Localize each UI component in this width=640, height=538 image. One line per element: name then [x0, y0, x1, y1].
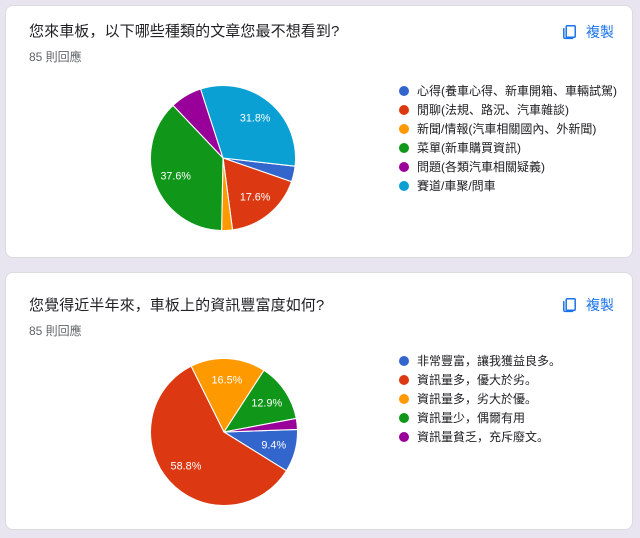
question-title: 您覺得近半年來，車板上的資訊豐富度如何?: [29, 297, 325, 314]
copy-icon: [560, 296, 578, 314]
legend-label: 菜單(新車購買資訊): [417, 141, 521, 155]
chart-legend: 非常豐富，讓我獲益良多。 資訊量多，優大於劣。 資訊量多，劣大於優。 資訊量少，偶爾有…: [399, 351, 561, 446]
chart-legend: 心得(養車心得、新車開箱、車輛試駕) 閒聊(法規、路況、汽車雜談) 新聞/情報(汽車…: [399, 81, 617, 195]
legend-color-dot: [399, 374, 409, 385]
pie-slice[interactable]: [223, 369, 297, 433]
pie-slice-label: 9.4%: [261, 439, 286, 451]
legend-label: 資訊量少，偶爾有用: [417, 411, 526, 425]
copy-button[interactable]: 複製: [556, 20, 618, 44]
pie-chart[interactable]: 9.4% 58.8% 16.5% 12.9%: [149, 357, 299, 507]
pie-chart[interactable]: 17.6% 37.6% 31.8%: [149, 84, 297, 232]
question-card: 您覺得近半年來，車板上的資訊豐富度如何? 85 則回應 複製 9.4% 58.8%…: [5, 272, 633, 530]
legend-item: 資訊量少，偶爾有用: [399, 408, 561, 427]
question-title: 您來車板，以下哪些種類的文章您最不想看到?: [29, 23, 340, 40]
legend-label: 新聞/情報(汽車相關國內、外新聞): [417, 122, 597, 136]
legend-item: 問題(各類汽車相關疑義): [399, 157, 617, 176]
legend-label: 資訊量貧乏，充斥廢文。: [417, 430, 550, 444]
legend-color-dot: [399, 161, 409, 172]
copy-button-label: 複製: [586, 297, 614, 313]
pie-slice[interactable]: [149, 104, 224, 232]
response-count: 85 則回應: [29, 324, 82, 338]
response-count: 85 則回應: [29, 50, 82, 64]
pie-slice-label: 12.9%: [251, 397, 282, 409]
legend-item: 閒聊(法規、路況、汽車雜談): [399, 100, 617, 119]
copy-button[interactable]: 複製: [556, 293, 618, 317]
legend-label: 非常豐富，讓我獲益良多。: [417, 354, 562, 368]
legend-item: 菜單(新車購買資訊): [399, 138, 617, 157]
legend-item: 賽道/車聚/問車: [399, 176, 617, 195]
pie-slice-label: 17.6%: [240, 191, 271, 203]
legend-item: 心得(養車心得、新車開箱、車輛試駕): [399, 81, 617, 100]
pie-slice-label: 16.5%: [211, 375, 242, 387]
pie-slice[interactable]: [149, 365, 288, 507]
legend-item: 資訊量貧乏，充斥廢文。: [399, 427, 561, 446]
pie-slice[interactable]: [223, 417, 299, 433]
legend-item: 非常豐富，讓我獲益良多。: [399, 351, 561, 370]
question-card: 您來車板，以下哪些種類的文章您最不想看到? 85 則回應 複製 17.6% 37.…: [5, 5, 633, 258]
pie-slice-label: 58.8%: [171, 461, 202, 473]
legend-color-dot: [399, 123, 409, 134]
legend-label: 資訊量多，劣大於優。: [417, 392, 538, 406]
legend-item: 資訊量多，劣大於優。: [399, 389, 561, 408]
legend-color-dot: [399, 85, 409, 96]
legend-color-dot: [399, 355, 409, 366]
copy-icon: [560, 23, 578, 41]
legend-color-dot: [399, 431, 409, 442]
legend-color-dot: [399, 142, 409, 153]
legend-label: 心得(養車心得、新車開箱、車輛試駕): [417, 84, 617, 98]
legend-color-dot: [399, 393, 409, 404]
legend-color-dot: [399, 180, 409, 191]
legend-color-dot: [399, 412, 409, 423]
legend-label: 賽道/車聚/問車: [417, 179, 496, 193]
pie-slice-label: 37.6%: [160, 170, 191, 182]
legend-item: 新聞/情報(汽車相關國內、外新聞): [399, 119, 617, 138]
legend-color-dot: [399, 104, 409, 115]
pie-slice-label: 31.8%: [240, 113, 271, 125]
legend-label: 閒聊(法規、路況、汽車雜談): [417, 103, 569, 117]
legend-label: 資訊量多，優大於劣。: [417, 373, 538, 387]
pie-slice[interactable]: [190, 357, 265, 433]
pie-slice[interactable]: [222, 157, 293, 231]
copy-button-label: 複製: [586, 24, 614, 40]
legend-item: 資訊量多，優大於劣。: [399, 370, 561, 389]
legend-label: 問題(各類汽車相關疑義): [417, 160, 545, 174]
pie-slice[interactable]: [200, 84, 297, 167]
